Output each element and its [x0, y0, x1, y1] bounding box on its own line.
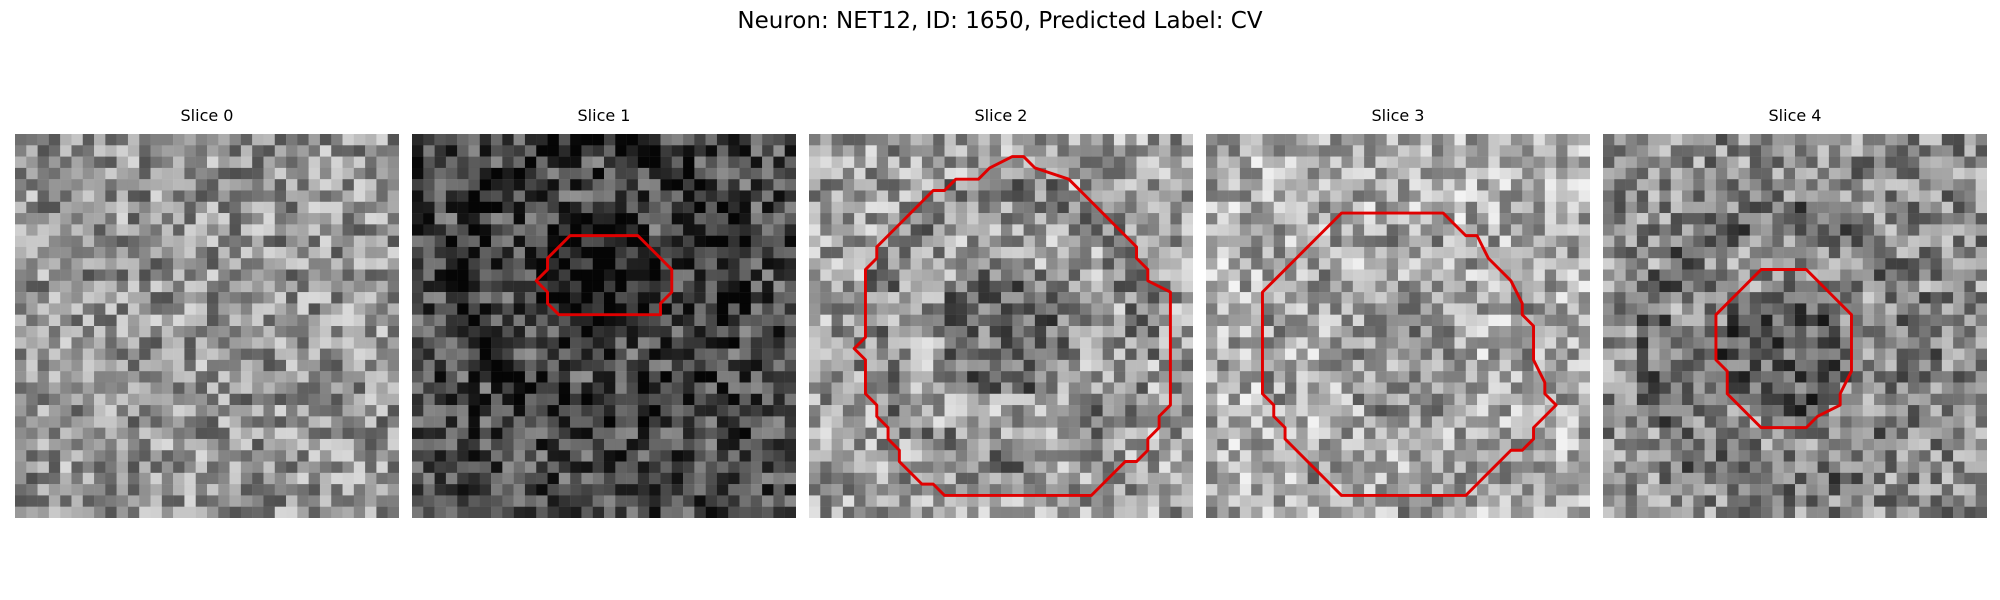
- roi-contour: [1261, 211, 1558, 497]
- slice-image: [809, 134, 1193, 518]
- slice-panel-1: Slice 1: [412, 105, 796, 518]
- pixel-grid: [1603, 134, 1987, 518]
- pixel-grid: [1206, 134, 1590, 518]
- slice-title: Slice 2: [974, 106, 1028, 125]
- slice-title: Slice 1: [577, 106, 631, 125]
- slice-panel-3: Slice 3: [1206, 105, 1590, 518]
- slice-panel-2: Slice 2: [809, 105, 1193, 518]
- slice-title: Slice 3: [1371, 106, 1425, 125]
- slice-panel-0: Slice 0: [15, 105, 399, 518]
- roi-contour: [852, 155, 1172, 497]
- slice-title: Slice 4: [1768, 106, 1822, 125]
- roi-contour: [1714, 268, 1853, 430]
- slice-image: [1206, 134, 1590, 518]
- pixel-grid: [412, 134, 796, 518]
- figure-title: Neuron: NET12, ID: 1650, Predicted Label…: [737, 8, 1263, 34]
- slice-image: [1603, 134, 1987, 518]
- roi-contour: [534, 234, 674, 317]
- pixel-grid: [809, 134, 1193, 518]
- pixel-grid: [15, 134, 399, 518]
- slice-image: [15, 134, 399, 518]
- slice-title: Slice 0: [180, 106, 234, 125]
- slice-image: [412, 134, 796, 518]
- slice-panel-4: Slice 4: [1603, 105, 1987, 518]
